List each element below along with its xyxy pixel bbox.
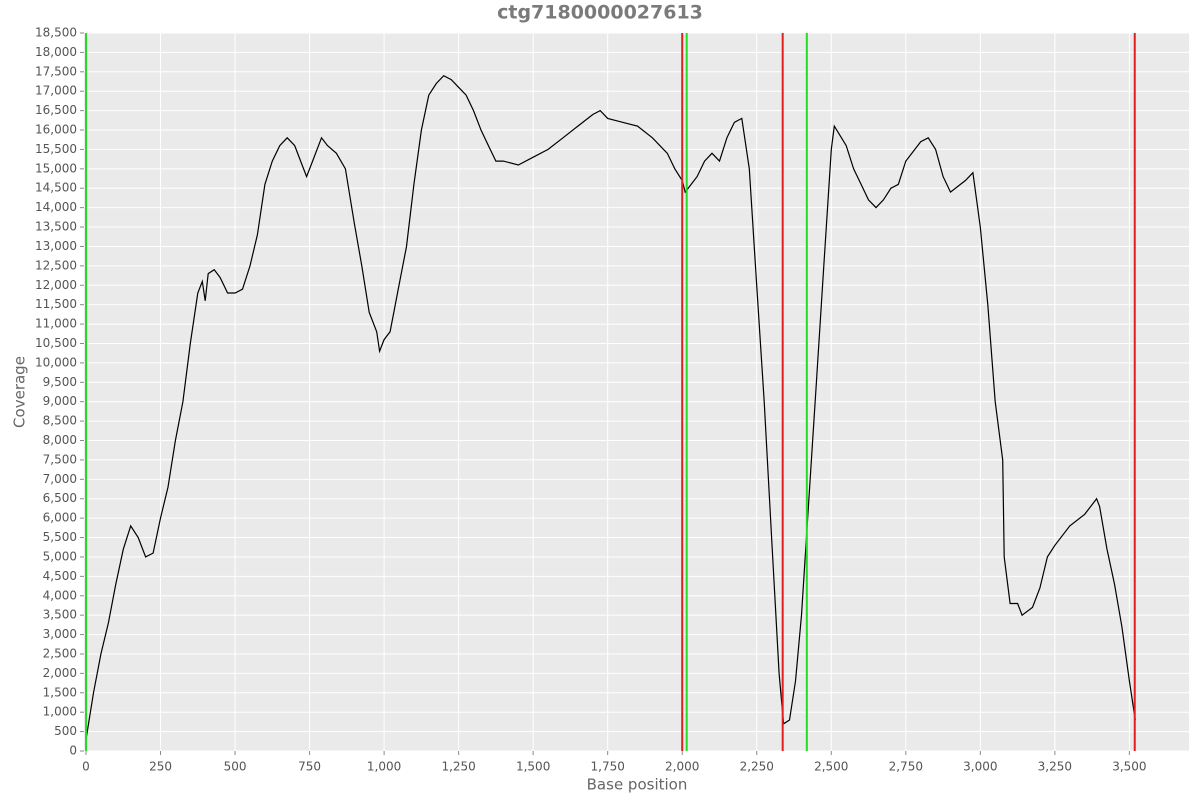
y-tick-label: 9,500 [43,375,77,389]
y-axis-label: Coverage [11,356,29,428]
y-tick-label: 7,000 [43,472,77,486]
y-tick-label: 3,500 [43,608,77,622]
plot-area: 0 500 1,000 1,500 2,000 2,500 3,000 3,500 4,000 4… [35,26,1189,774]
x-tick-label: 3,000 [963,760,997,774]
x-tick-label: 1,750 [591,760,625,774]
x-tick-label: 1,000 [367,760,401,774]
y-tick-label: 14,500 [35,181,77,195]
y-tick-label: 1,500 [43,685,77,699]
y-tick-label: 10,000 [35,355,77,369]
y-tick-label: 13,500 [35,220,77,234]
y-tick-label: 11,000 [35,317,77,331]
y-tick-label: 2,000 [43,666,77,680]
coverage-line [85,74,1136,740]
y-tick-label: 12,000 [35,278,77,292]
y-tick-label: 7,500 [43,452,77,466]
x-tick-label: 3,500 [1112,760,1146,774]
x-tick-label: 1,500 [516,760,550,774]
x-tick-label: 3,250 [1038,760,1072,774]
y-tick-label: 5,500 [43,530,77,544]
x-tick-label: 500 [224,760,247,774]
x-tick-label: 2,500 [814,760,848,774]
y-tick-label: 6,500 [43,491,77,505]
y-tick-label: 8,500 [43,414,77,428]
y-tick-label: 13,000 [35,239,77,253]
y-tick-label: 17,500 [35,64,77,78]
x-tick-label: 2,250 [740,760,774,774]
y-tick-label: 11,500 [35,297,77,311]
y-tick-label: 17,000 [35,84,77,98]
y-tick-label: 500 [54,724,77,738]
y-tick-label: 16,000 [35,123,77,137]
y-tick-label: 10,500 [35,336,77,350]
y-tick-label: 3,000 [43,627,77,641]
y-tick-label: 5,000 [43,549,77,563]
y-tick-label: 6,000 [43,511,77,525]
y-tick-label: 15,500 [35,142,77,156]
y-tick-label: 14,000 [35,200,77,214]
x-tick-label: 2,750 [889,760,923,774]
x-tick-label: 250 [149,760,172,774]
y-tick-label: 15,000 [35,161,77,175]
y-tick-label: 16,500 [35,103,77,117]
y-tick-label: 9,000 [43,394,77,408]
y-tick-label: 0 [69,744,77,758]
x-axis-label: Base position [587,776,688,794]
x-tick-label: 2,000 [665,760,699,774]
x-tick-label: 1,250 [441,760,475,774]
y-tick-label: 1,000 [43,705,77,719]
y-tick-label: 2,500 [43,646,77,660]
x-tick-label: 0 [82,760,90,774]
y-tick-label: 4,500 [43,569,77,583]
y-tick-label: 12,500 [35,258,77,272]
y-tick-label: 18,000 [35,45,77,59]
x-tick-label: 750 [298,760,321,774]
y-tick-label: 4,000 [43,588,77,602]
y-tick-label: 18,500 [35,26,77,40]
chart-title: ctg7180000027613 [497,2,703,24]
y-tick-label: 8,000 [43,433,77,447]
plot-background [84,33,1189,751]
